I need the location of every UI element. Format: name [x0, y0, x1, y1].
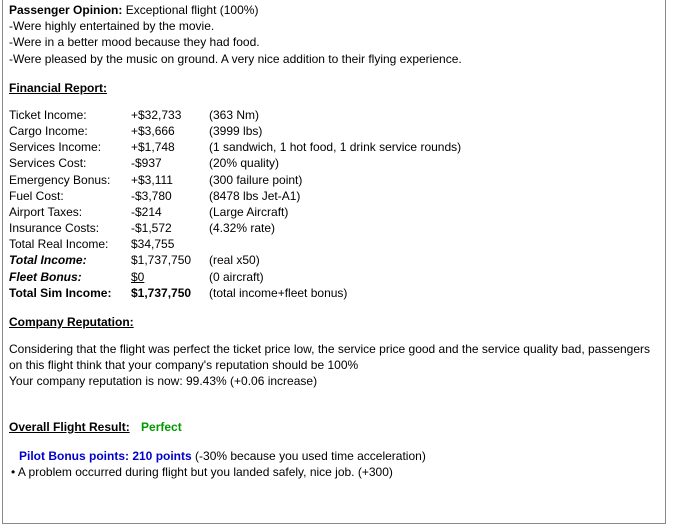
financial-row-label: Insurance Costs:: [9, 220, 131, 236]
report-panel: Passenger Opinion: Exceptional flight (1…: [2, 0, 666, 524]
financial-row-note: [209, 236, 659, 252]
financial-row-value: -$937: [131, 155, 209, 171]
financial-report-title: Financial Report:: [9, 81, 659, 95]
overall-result-label: Overall Flight Result:: [9, 420, 130, 434]
financial-row-label: Fleet Bonus:: [9, 269, 131, 285]
company-reputation-title: Company Reputation:: [9, 315, 659, 329]
opinion-line: -Were in a better mood because they had …: [9, 34, 659, 50]
financial-row-note: (real x50): [209, 252, 659, 268]
financial-row-note: (4.32% rate): [209, 220, 659, 236]
financial-row-note: (3999 lbs): [209, 123, 659, 139]
financial-row-value: $1,737,750: [131, 252, 209, 268]
financial-row-note: (20% quality): [209, 155, 659, 171]
financial-table: Ticket Income:+$32,733(363 Nm)Cargo Inco…: [9, 107, 659, 301]
financial-row-label: Total Sim Income:: [9, 285, 131, 301]
pilot-bonus-label: Pilot Bonus points:: [19, 449, 129, 463]
financial-row-value: +$1,748: [131, 139, 209, 155]
passenger-opinion-value: Exceptional flight (100%): [126, 3, 259, 17]
financial-row-value: $34,755: [131, 236, 209, 252]
financial-row: Emergency Bonus:+$3,111(300 failure poin…: [9, 172, 659, 188]
financial-row-value: +$3,666: [131, 123, 209, 139]
financial-row: Fleet Bonus:$0 (0 aircraft): [9, 269, 659, 285]
financial-row-value: -$3,780: [131, 188, 209, 204]
passenger-opinion-label: Passenger Opinion:: [9, 3, 122, 17]
financial-row-label: Cargo Income:: [9, 123, 131, 139]
financial-row-value: -$1,572: [131, 220, 209, 236]
financial-row-value: -$214: [131, 204, 209, 220]
financial-row-label: Total Income:: [9, 252, 131, 268]
financial-row-note: (0 aircraft): [209, 269, 659, 285]
financial-row-value: $1,737,750: [131, 285, 209, 301]
financial-row-note: (Large Aircraft): [209, 204, 659, 220]
opinion-line: -Were pleased by the music on ground. A …: [9, 51, 659, 67]
financial-row-note: (300 failure point): [209, 172, 659, 188]
pilot-bonus-points: 210 points: [129, 449, 192, 463]
overall-result-value: Perfect: [141, 420, 182, 434]
financial-row: Cargo Income:+$3,666(3999 lbs): [9, 123, 659, 139]
financial-row-note: (8478 lbs Jet-A1): [209, 188, 659, 204]
financial-row-label: Services Cost:: [9, 155, 131, 171]
financial-row: Total Real Income:$34,755: [9, 236, 659, 252]
pilot-bonus-bullet: • A problem occurred during flight but y…: [11, 464, 659, 481]
financial-row-value: $0: [131, 269, 209, 285]
overall-result: Overall Flight Result: Perfect: [9, 420, 659, 434]
financial-row-label: Fuel Cost:: [9, 188, 131, 204]
reputation-line: Your company reputation is now: 99.43% (…: [9, 373, 659, 389]
financial-row: Services Income:+$1,748(1 sandwich, 1 ho…: [9, 139, 659, 155]
reputation-line: Considering that the flight was perfect …: [9, 341, 659, 373]
financial-row-label: Services Income:: [9, 139, 131, 155]
financial-row-label: Ticket Income:: [9, 107, 131, 123]
reputation-text: Considering that the flight was perfect …: [9, 341, 659, 390]
financial-row: Fuel Cost:-$3,780(8478 lbs Jet-A1): [9, 188, 659, 204]
opinion-line: -Were highly entertained by the movie.: [9, 18, 659, 34]
financial-row-label: Total Real Income:: [9, 236, 131, 252]
financial-row-note: (total income+fleet bonus): [209, 285, 659, 301]
financial-row-note: (363 Nm): [209, 107, 659, 123]
financial-row-label: Airport Taxes:: [9, 204, 131, 220]
financial-row: Total Income:$1,737,750(real x50): [9, 252, 659, 268]
financial-row: Ticket Income:+$32,733(363 Nm): [9, 107, 659, 123]
financial-row: Airport Taxes:-$214(Large Aircraft): [9, 204, 659, 220]
financial-row-value: +$32,733: [131, 107, 209, 123]
financial-row: Services Cost:-$937(20% quality): [9, 155, 659, 171]
financial-row: Total Sim Income:$1,737,750(total income…: [9, 285, 659, 301]
pilot-bonus-block: Pilot Bonus points: 210 points (-30% bec…: [9, 448, 659, 482]
financial-row-note: (1 sandwich, 1 hot food, 1 drink service…: [209, 139, 659, 155]
financial-row-value: +$3,111: [131, 172, 209, 188]
financial-row: Insurance Costs:-$1,572(4.32% rate): [9, 220, 659, 236]
passenger-opinion-block: Passenger Opinion: Exceptional flight (1…: [9, 2, 659, 67]
pilot-bonus-note: (-30% because you used time acceleration…: [192, 449, 426, 463]
financial-row-label: Emergency Bonus:: [9, 172, 131, 188]
